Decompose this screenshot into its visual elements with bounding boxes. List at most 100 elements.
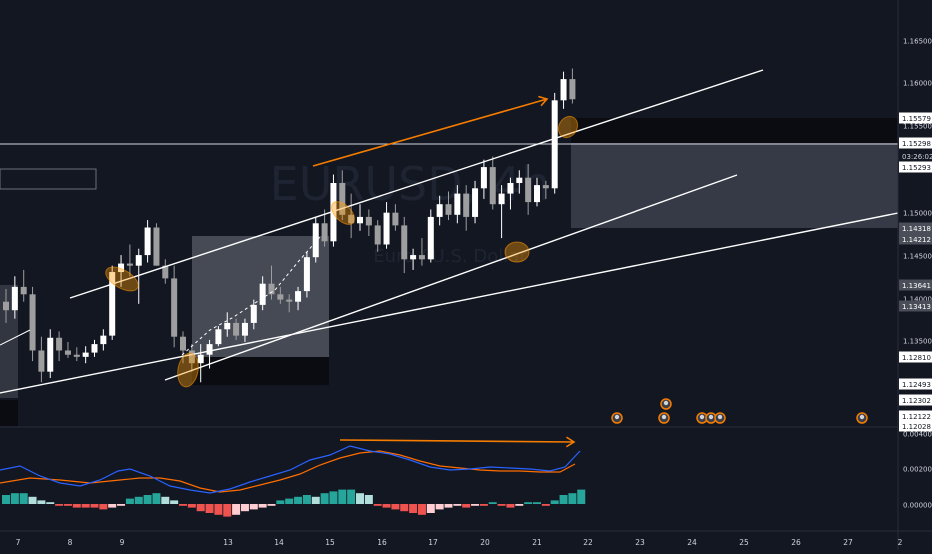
event-icon-dot: [708, 414, 714, 420]
candle-body: [463, 193, 470, 217]
candle-body: [383, 212, 390, 245]
price-trend-arrow-head: [538, 95, 549, 107]
candle-body: [56, 337, 63, 351]
macd-histogram-bar: [285, 498, 294, 504]
macd-histogram-bar: [347, 489, 356, 504]
candle-body: [162, 265, 169, 279]
price-tick-label: 1.14500: [903, 253, 932, 261]
candle-body: [73, 354, 80, 357]
time-tick-label: 13: [223, 538, 233, 547]
macd-histogram-bar: [577, 489, 586, 504]
time-tick-label: 9: [120, 538, 125, 547]
price-label-text: 1.12810: [902, 354, 931, 362]
candle-body: [100, 335, 107, 345]
zone-left-dark: [0, 400, 18, 426]
candle-body: [82, 352, 89, 357]
macd-trend-arrow-head: [565, 436, 576, 448]
macd-histogram-bar: [444, 504, 453, 508]
price-label: 1.14318: [899, 222, 932, 234]
trendline-long[interactable]: [0, 212, 899, 394]
macd-histogram-bar: [559, 495, 568, 504]
price-label-text: 1.14318: [902, 225, 931, 233]
macd-histogram-bar: [506, 504, 515, 508]
price-label-text: 1.12493: [902, 381, 931, 389]
macd-histogram-bar: [10, 493, 19, 504]
price-label: 1.15298: [899, 137, 932, 149]
macd-histogram-bar: [28, 496, 37, 504]
time-tick-label: 2: [898, 538, 903, 547]
macd-histogram-bar: [373, 504, 382, 506]
price-label-box: [899, 378, 932, 390]
price-label-text: 1.13413: [902, 303, 931, 311]
candle-body: [525, 177, 532, 203]
macd-histogram-bar: [125, 498, 134, 504]
price-label: 1.12302: [899, 394, 932, 406]
macd-histogram-bar: [391, 504, 400, 510]
candle-body: [445, 204, 452, 215]
candle-body: [206, 344, 213, 355]
price-label: 1.12028: [899, 420, 932, 432]
candle-body: [542, 185, 549, 189]
candle-body: [295, 291, 302, 302]
candle-body: [454, 193, 461, 215]
macd-histogram-bar: [382, 504, 391, 508]
candle-body: [241, 322, 248, 336]
macd-histogram-bar: [267, 504, 276, 506]
price-label-text: 1.14212: [902, 236, 931, 244]
macd-histogram-bar: [400, 504, 409, 512]
candle-body: [436, 204, 443, 217]
zone-left-grey: [0, 285, 18, 398]
price-label: 1.13413: [899, 300, 932, 312]
macd-histogram-bar: [161, 496, 170, 504]
price-label-text: 1.12122: [902, 413, 931, 421]
time-tick-label: 23: [635, 538, 645, 547]
candle-body: [250, 304, 257, 323]
candle-body: [118, 263, 125, 273]
price-label-box: [899, 137, 932, 149]
macd-histogram-bar: [179, 504, 187, 506]
macd-histogram-bar: [19, 493, 28, 504]
macd-histogram-bar: [479, 504, 488, 506]
time-tick-label: 17: [428, 538, 438, 547]
channel-upper-line[interactable]: [69, 69, 764, 299]
price-tick-label: 1.13500: [903, 338, 932, 346]
macd-tick-label: 0.00000: [903, 502, 932, 510]
macd-trend-arrow: [339, 439, 575, 443]
candle-body: [321, 223, 328, 242]
candle-body: [197, 354, 204, 364]
candle-body: [569, 79, 576, 100]
time-tick-label: 21: [532, 538, 542, 547]
candle-body: [480, 167, 487, 189]
candle-body: [472, 188, 479, 217]
price-label-box: [899, 161, 932, 173]
channel-lower-line[interactable]: [164, 174, 738, 381]
price-label-text: 1.13641: [902, 282, 931, 290]
trendline-left-short[interactable]: [0, 329, 31, 346]
macd-histogram-bar: [311, 496, 320, 504]
candle-body: [3, 301, 9, 311]
event-icon-dot: [717, 414, 723, 420]
candle-body: [339, 183, 346, 215]
candle-body: [11, 286, 18, 311]
dashed-projection: [181, 236, 321, 356]
macd-histogram-bar: [2, 495, 10, 504]
macd-tick-label: 0.00400: [903, 431, 932, 439]
macd-histogram-bar: [37, 500, 46, 504]
symbol-watermark-sub: Euro / U.S. Dollar: [373, 246, 527, 267]
price-label: 1.12493: [899, 378, 932, 390]
price-label-text: 1.15579: [902, 115, 931, 123]
macd-histogram-bar: [99, 504, 108, 510]
candle-body: [224, 322, 231, 330]
macd-histogram-bar: [524, 502, 533, 504]
time-tick-label: 16: [377, 538, 387, 547]
macd-histogram-bar: [426, 504, 435, 513]
zone-supply-dark: [571, 118, 898, 143]
time-tick-label: 20: [480, 538, 490, 547]
price-label-box: [899, 279, 932, 291]
macd-histogram-bar: [533, 502, 541, 504]
candle-body: [20, 286, 27, 295]
candles-layer: [3, 68, 576, 383]
